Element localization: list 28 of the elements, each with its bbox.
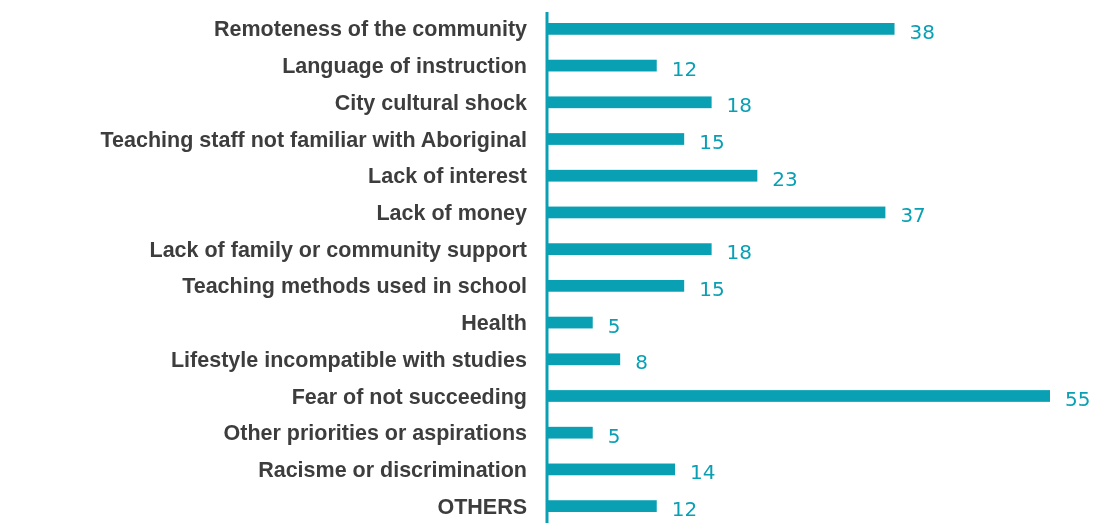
y-tick-label: Teaching methods used in school <box>182 274 527 299</box>
y-tick-label: Lack of family or community support <box>149 237 527 262</box>
data-label: 18 <box>726 93 753 118</box>
y-tick-label: Language of instruction <box>282 54 527 79</box>
y-tick-label: Lack of money <box>376 200 528 225</box>
y-tick-label: Fear of not succeeding <box>291 384 527 409</box>
data-label: 5 <box>607 313 621 338</box>
y-tick-label: OTHERS <box>437 494 527 519</box>
data-label: 38 <box>909 19 935 44</box>
data-label: 15 <box>699 130 725 155</box>
data-label: 23 <box>772 166 798 191</box>
y-tick-label: Lifestyle incompatible with studies <box>170 347 528 372</box>
data-label: 14 <box>690 460 716 485</box>
y-tick-label: Teaching staff not familiar with Aboriginal <box>100 127 527 152</box>
data-label: 15 <box>699 276 725 301</box>
data-label: 55 <box>1065 386 1091 411</box>
data-label: 12 <box>671 56 698 81</box>
data-label: 12 <box>671 497 698 522</box>
y-tick-label: Lack of interest <box>368 164 527 189</box>
data-label: 5 <box>607 423 621 448</box>
data-label: 8 <box>635 350 648 375</box>
y-tick-label: Other priorities or aspirations <box>223 421 528 446</box>
y-tick-label: Racisme or discrimination <box>258 457 527 482</box>
data-label: 18 <box>726 240 753 265</box>
data-label: 37 <box>900 203 926 228</box>
y-tick-label: City cultural shock <box>334 90 528 115</box>
y-tick-label: Health <box>461 311 527 336</box>
y-tick-label: Remoteness of the community <box>214 17 528 42</box>
